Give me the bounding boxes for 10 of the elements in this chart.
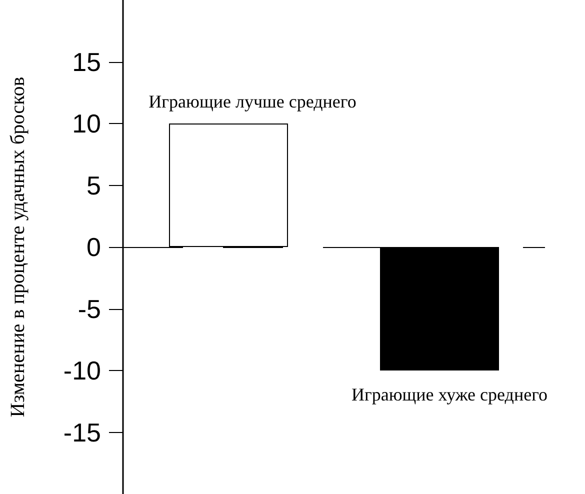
x-tick-label: Играющие хуже среднего [351, 384, 548, 404]
y-tick-label: -10 [63, 356, 101, 386]
y-tick-label: 5 [86, 170, 101, 200]
y-tick-label: -15 [63, 417, 101, 448]
x-tick-label: Играющие лучше среднего [148, 92, 356, 112]
y-tick-label: 0 [86, 232, 101, 262]
y-axis-title: Изменение в проценте удачных бросков [7, 76, 29, 418]
y-tick-label: 15 [72, 46, 101, 77]
y-tick-label: -5 [78, 294, 101, 324]
y-tick-label: 10 [72, 108, 101, 138]
